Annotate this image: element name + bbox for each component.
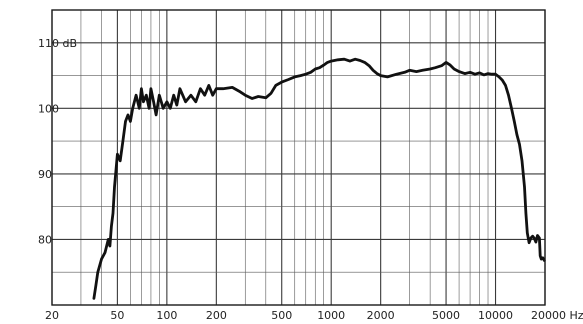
x-tick-label: 1000 — [317, 309, 345, 322]
series-layer — [92, 57, 546, 300]
x-tick-label: 100 — [156, 309, 177, 322]
y-tick-label: 110 dB — [38, 37, 77, 50]
plot-frame — [51, 9, 546, 306]
response-curve — [92, 57, 546, 300]
x-tick-label: 200 — [206, 309, 227, 322]
x-tick-label: 20 — [45, 309, 59, 322]
y-tick-label: 100 — [38, 102, 59, 115]
x-tick-label: 5000 — [432, 309, 460, 322]
x-tick-label: 500 — [271, 309, 292, 322]
y-tick-label: 90 — [38, 168, 52, 181]
y-tick-label: 80 — [38, 233, 52, 246]
x-tick-label: 2000 — [367, 309, 395, 322]
x-tick-label: 50 — [110, 309, 124, 322]
tick-labels: 20 50 100 200 500 1000 2000 5000 10000 20000 Hz 80… — [38, 37, 583, 322]
x-tick-label: 10000 — [478, 309, 513, 322]
x-tick-label: 20000 Hz — [531, 309, 583, 322]
grid-layer — [51, 9, 546, 306]
